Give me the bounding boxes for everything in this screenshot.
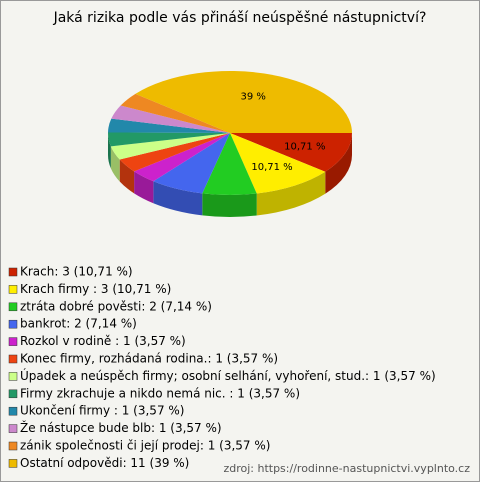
slice: [111, 105, 230, 133]
slice: [230, 133, 352, 172]
legend-swatch: [8, 459, 18, 468]
legend-label: Ostatní odpovědi: 11 (39 %): [20, 456, 189, 470]
slice: [108, 118, 230, 133]
legend-label: Úpadek a neúspěch firmy; osobní selhání,…: [20, 368, 436, 383]
legend-label: Rozkol v rodině : 1 (3,57 %): [20, 334, 186, 348]
slice: [108, 132, 230, 147]
legend-swatch: [8, 319, 18, 329]
slice: [230, 133, 326, 194]
legend-swatch: [8, 337, 18, 346]
legend-swatch: [8, 354, 18, 364]
slice-label: 10,71 %: [251, 162, 292, 173]
legend-label: Krach firmy : 3 (10,71 %): [20, 282, 171, 296]
slice-side: [256, 171, 326, 216]
legend-swatch: [8, 302, 18, 312]
slice-side: [202, 193, 257, 217]
slice: [202, 133, 257, 195]
slice-side: [134, 171, 154, 204]
legend-label: bankrot: 2 (7,14 %): [20, 317, 137, 331]
legend-swatch: [8, 285, 18, 294]
source: zdroj: https://rodinne-nastupnictvi.vypl…: [223, 462, 470, 475]
slice-side: [153, 181, 203, 216]
slice: [119, 133, 230, 172]
slice-label: 10,71 %: [284, 141, 325, 152]
legend-label: Že nástupce bude blb: 1 (3,57 %): [20, 420, 222, 435]
slice: [120, 93, 230, 133]
slice: [153, 133, 230, 194]
legend-label: zánik společnosti či její prodej: 1 (3,5…: [20, 439, 270, 453]
legend-label: Konec firmy, rozhádaná rodina.: 1 (3,57 …: [20, 352, 278, 366]
slice-label: 39 %: [240, 91, 265, 102]
slice-side: [110, 146, 120, 182]
legend-swatch: [8, 424, 18, 433]
slice-side: [119, 159, 135, 194]
legend-swatch: [8, 389, 18, 399]
legend-swatch: [8, 372, 18, 381]
slice: [135, 71, 352, 133]
legend-swatch: [8, 441, 18, 451]
slice: [134, 133, 230, 182]
slice: [110, 133, 230, 160]
legend-swatch: [8, 267, 18, 277]
legend-label: ztráta dobré pověsti: 2 (7,14 %): [20, 299, 212, 313]
legend-swatch: [8, 406, 18, 416]
slice-side: [325, 133, 352, 194]
legend-label: Ukončení firmy : 1 (3,57 %): [20, 404, 184, 418]
legend-label: Krach: 3 (10,71 %): [20, 265, 133, 279]
slice-side: [108, 133, 111, 169]
legend-label: Firmy zkrachuje a nikdo nemá nic. : 1 (3…: [20, 386, 300, 400]
chart-title: Jaká rizika podle vás přináší neúspěšné …: [53, 10, 427, 26]
